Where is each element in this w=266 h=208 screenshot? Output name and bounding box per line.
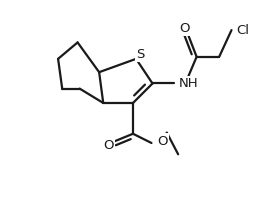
- Text: O: O: [103, 139, 114, 152]
- Text: O: O: [157, 135, 168, 148]
- Text: NH: NH: [179, 77, 199, 90]
- Text: O: O: [179, 22, 190, 35]
- Text: S: S: [136, 48, 144, 61]
- Text: Cl: Cl: [236, 24, 249, 37]
